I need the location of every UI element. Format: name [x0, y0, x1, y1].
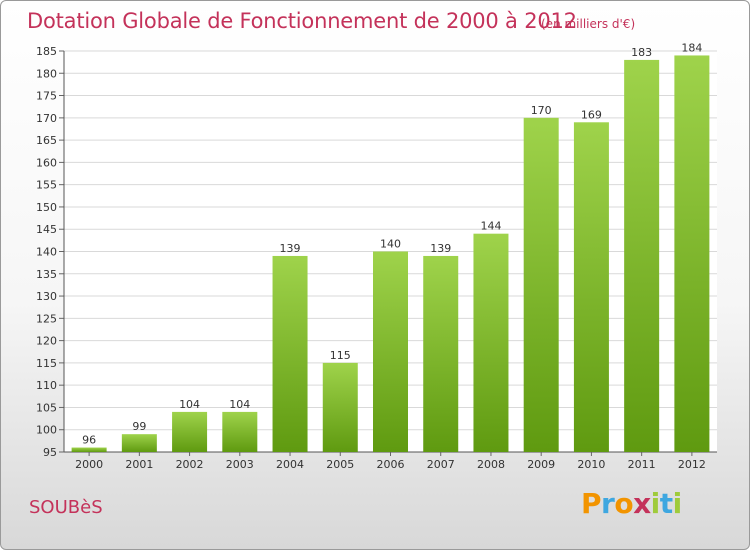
- x-tick-label: 2003: [226, 458, 254, 471]
- bar: [121, 434, 157, 452]
- bar-value-label: 139: [430, 242, 451, 255]
- x-tick-label: 2005: [326, 458, 354, 471]
- y-tick-label: 160: [36, 156, 57, 169]
- bar: [71, 447, 107, 452]
- x-tick-label: 2009: [527, 458, 555, 471]
- y-tick-label: 165: [36, 134, 57, 147]
- commune-name: SOUBèS: [29, 497, 103, 518]
- bar-value-label: 99: [132, 420, 146, 433]
- y-tick-label: 140: [36, 246, 57, 259]
- bar: [373, 251, 408, 452]
- bar: [523, 117, 559, 452]
- y-tick-label: 135: [36, 268, 57, 281]
- chart-title: Dotation Globale de Fonctionnement de 20…: [27, 9, 577, 33]
- bar: [272, 255, 308, 452]
- bar-value-label: 140: [380, 238, 401, 251]
- bar: [624, 59, 660, 453]
- y-tick-label: 120: [36, 335, 57, 348]
- logo-letter: t: [659, 487, 673, 520]
- x-tick-label: 2002: [176, 458, 204, 471]
- bar-value-label: 96: [82, 434, 96, 447]
- y-tick-label: 125: [36, 312, 57, 325]
- logo-letter: i: [672, 487, 683, 520]
- y-tick-label: 130: [36, 290, 57, 303]
- logo-letter: r: [601, 487, 615, 520]
- x-tick-label: 2006: [377, 458, 405, 471]
- logo-letter: P: [581, 487, 602, 520]
- bar: [222, 411, 258, 452]
- logo-letter: o: [614, 487, 634, 520]
- proxiti-logo[interactable]: Proxiti: [581, 487, 682, 520]
- bar-value-label: 169: [581, 108, 602, 121]
- bar-value-label: 144: [480, 220, 501, 233]
- bar-value-label: 183: [631, 46, 652, 59]
- x-tick-label: 2007: [427, 458, 455, 471]
- y-tick-label: 175: [36, 90, 57, 103]
- y-tick-label: 180: [36, 67, 57, 80]
- y-tick-label: 95: [43, 446, 57, 459]
- y-tick-label: 105: [36, 401, 57, 414]
- bar: [423, 255, 459, 452]
- x-tick-label: 2010: [577, 458, 605, 471]
- y-tick-label: 145: [36, 223, 57, 236]
- bar-value-label: 139: [280, 242, 301, 255]
- bar-value-label: 170: [531, 104, 552, 117]
- x-tick-label: 2008: [477, 458, 505, 471]
- x-tick-label: 2001: [125, 458, 153, 471]
- y-tick-label: 170: [36, 112, 57, 125]
- bar-value-label: 184: [681, 41, 702, 54]
- x-tick-label: 2012: [678, 458, 706, 471]
- x-tick-label: 2011: [628, 458, 656, 471]
- y-tick-label: 185: [36, 45, 57, 58]
- logo-letter: x: [633, 487, 651, 520]
- bar: [473, 233, 509, 452]
- bar: [573, 122, 609, 453]
- bar: [674, 55, 710, 452]
- y-tick-label: 100: [36, 424, 57, 437]
- x-tick-label: 2004: [276, 458, 304, 471]
- bar-value-label: 104: [179, 398, 200, 411]
- bar-value-label: 115: [330, 349, 351, 362]
- y-tick-label: 110: [36, 379, 57, 392]
- y-tick-label: 150: [36, 201, 57, 214]
- y-tick-label: 115: [36, 357, 57, 370]
- bar-value-label: 104: [229, 398, 250, 411]
- chart-subtitle: (en milliers d'€): [541, 17, 636, 31]
- y-tick-label: 155: [36, 179, 57, 192]
- bar: [172, 411, 208, 452]
- x-tick-label: 2000: [75, 458, 103, 471]
- logo-letter: i: [650, 487, 661, 520]
- bar: [322, 362, 358, 452]
